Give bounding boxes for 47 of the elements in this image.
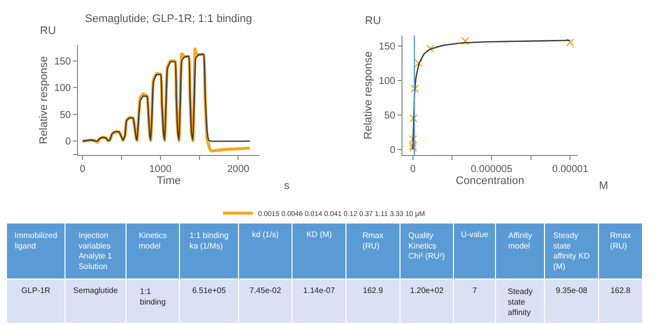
text: Semaglutide	[73, 286, 118, 296]
y-tick-label: 0	[390, 145, 396, 156]
category-label: Rmax (RU)	[610, 230, 631, 250]
text: 7.45e-02	[249, 286, 282, 296]
x-tick-label: 0.000005	[470, 164, 513, 176]
category-label: U-value	[460, 230, 490, 239]
y-tick-label: 100	[54, 83, 72, 94]
y-axis-title: Relative response	[362, 51, 374, 140]
x-axis-title: Time	[156, 175, 181, 188]
text: s	[284, 180, 290, 192]
text: GLP-1R	[21, 286, 51, 296]
text: RU	[40, 25, 56, 37]
text: Steady state affinity	[508, 287, 533, 317]
text: 162.9	[362, 286, 384, 296]
text: RU	[365, 15, 381, 27]
y-tick-label: 100	[378, 76, 396, 87]
chart-title: Semaglutide; GLP-1R; 1:1 binding	[85, 13, 252, 25]
category-label: Kinetics model	[138, 230, 167, 250]
text: 1.20e+02	[410, 286, 444, 296]
category-label: Rmax (RU)	[362, 230, 384, 250]
y-tick-label: 50	[60, 110, 72, 121]
x-tick-label: 1000	[149, 164, 172, 176]
text: 6.51e+05	[192, 286, 226, 296]
category-label: Steady state affinity KD (M)	[553, 230, 590, 272]
text: 162.8	[610, 286, 632, 296]
y-tick-label: 0	[65, 136, 72, 148]
y-tick-label: 150	[54, 56, 72, 68]
text: 9.35e-08	[556, 286, 588, 296]
text: 1:1 binding	[140, 287, 166, 306]
y-tick-label: 150	[378, 41, 396, 52]
text: M	[599, 180, 608, 192]
text: 1.14e-07	[303, 286, 336, 296]
text: 7	[472, 286, 478, 296]
category-label: kd (1/s)	[252, 230, 279, 239]
category-label: 1:1 binding ka (1/Ms)	[189, 230, 229, 250]
category-label: Affinity model	[508, 230, 532, 250]
category-label: Immobilized ligand	[14, 230, 58, 250]
x-axis-title: Concentration	[456, 175, 524, 188]
x-tick-label: 0	[80, 164, 86, 176]
category-label: KD (M)	[306, 230, 332, 239]
category-label: Injection variables Analyte 1 Solution	[78, 230, 112, 272]
x-tick-label: 0	[410, 164, 416, 176]
y-axis-title: Relative response	[38, 56, 50, 144]
category-label: Quality Kinetics Chi² (RU²)	[408, 230, 446, 261]
x-tick-label: 0.00001	[552, 164, 589, 176]
x-tick-label: 2000	[227, 164, 250, 176]
y-tick-label: 50	[384, 110, 396, 122]
